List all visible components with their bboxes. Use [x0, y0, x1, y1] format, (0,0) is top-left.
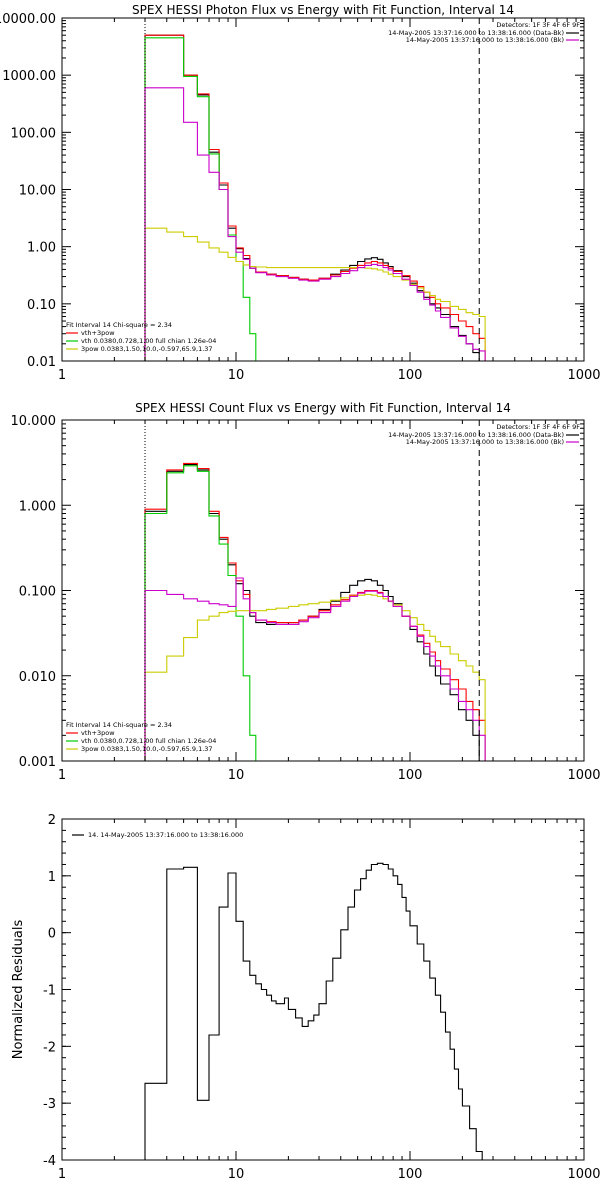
- x-tick-label: 1000: [567, 1167, 600, 1182]
- fit-legend-label: vth+3pow: [81, 729, 115, 737]
- series-line-5: [145, 88, 491, 361]
- fit-legend-label: vth 0.0380,0.728,1.00 full chian 1.26e-0…: [81, 337, 216, 345]
- y-tick-label: -3: [43, 1097, 56, 1112]
- chart-1: SPEX HESSI Photon Flux vs Energy with Fi…: [0, 3, 600, 383]
- x-tick-label: 100: [398, 768, 423, 783]
- x-tick-label: 1: [58, 1167, 66, 1182]
- legend-header: Detectors: 1F 3F 4F 6F 9F: [496, 423, 580, 431]
- x-tick-label: 1: [58, 768, 66, 783]
- y-tick-label: 1.000: [19, 499, 56, 514]
- chart-2: SPEX HESSI Count Flux vs Energy with Fit…: [11, 401, 600, 783]
- series-line-4: [145, 594, 491, 761]
- series-line-5: [145, 578, 491, 761]
- fit-legend-label: 3pow 0.0383,1.50,10.0,-0.597,65.9,1.37: [81, 345, 213, 353]
- x-tick-label: 1000: [567, 768, 600, 783]
- x-tick-label: 100: [398, 368, 423, 383]
- y-tick-label: 2: [48, 813, 56, 828]
- legend-entry-label: 14-May-2005 13:37:16.000 to 13:38:16.000…: [406, 36, 564, 44]
- series-line-1: [145, 863, 488, 1160]
- y-tick-label: 1.00: [27, 241, 56, 256]
- series-line-2: [145, 463, 491, 761]
- chart-3: 1 10 100 1000 -4 -3 -2 -1 0 1 2 Normalized Residual…: [11, 813, 600, 1182]
- fit-legend-label: vth+3pow: [81, 329, 115, 337]
- residual-legend-label: 14. 14-May-2005 13:37:16.000 to 13:38:16…: [88, 831, 243, 839]
- fit-legend-header: Fit Interval 14 Chi-square = 2.34: [66, 721, 172, 729]
- series-line-3: [145, 38, 262, 361]
- y-tick-label: -2: [43, 1040, 56, 1055]
- x-tick-label: 10: [228, 368, 245, 383]
- fit-legend-label: 3pow 0.0383,1.50,10.0,-0.597,65.9,1.37: [81, 745, 213, 753]
- legend-entry-label: 14-May-2005 13:37:16.000 to 13:38:16.000…: [406, 438, 564, 446]
- y-tick-label: 10.000: [11, 414, 57, 429]
- series-line-3: [145, 466, 262, 761]
- x-tick-label: 1000: [567, 368, 600, 383]
- legend-header: Detectors: 1F 3F 4F 6F 9F: [496, 21, 580, 29]
- x-tick-label: 10: [228, 768, 245, 783]
- x-tick-label: 1: [58, 368, 66, 383]
- chart-title: SPEX HESSI Photon Flux vs Energy with Fi…: [132, 3, 514, 17]
- y-tick-label: 0.10: [27, 298, 56, 313]
- y-axis-label: Normalized Residuals: [11, 920, 26, 1060]
- y-tick-label: 1: [48, 870, 56, 885]
- fit-legend-header: Fit Interval 14 Chi-square = 2.34: [66, 321, 172, 329]
- y-tick-label: 0.010: [19, 670, 56, 685]
- y-tick-label: 0: [48, 927, 56, 942]
- y-tick-label: 0.100: [19, 585, 56, 600]
- plot-frame: [62, 18, 584, 361]
- chart-title: SPEX HESSI Count Flux vs Energy with Fit…: [135, 401, 511, 415]
- y-tick-label: -1: [43, 984, 56, 999]
- plot-frame: [62, 420, 584, 761]
- y-tick-label: 1000.00: [2, 69, 56, 84]
- y-tick-label: 0.001: [19, 755, 56, 770]
- x-tick-label: 10: [228, 1167, 245, 1182]
- plot-frame: [62, 819, 584, 1160]
- y-tick-label: -4: [43, 1154, 56, 1169]
- y-tick-label: 100.00: [11, 126, 57, 141]
- x-tick-label: 100: [398, 1167, 423, 1182]
- y-tick-label: 10000.00: [0, 12, 56, 27]
- fit-legend-label: vth 0.0380,0.728,1.00 full chian 1.26e-0…: [81, 737, 216, 745]
- series-line-1: [145, 465, 491, 761]
- y-tick-label: 0.01: [27, 355, 56, 370]
- y-tick-label: 10.00: [19, 184, 56, 199]
